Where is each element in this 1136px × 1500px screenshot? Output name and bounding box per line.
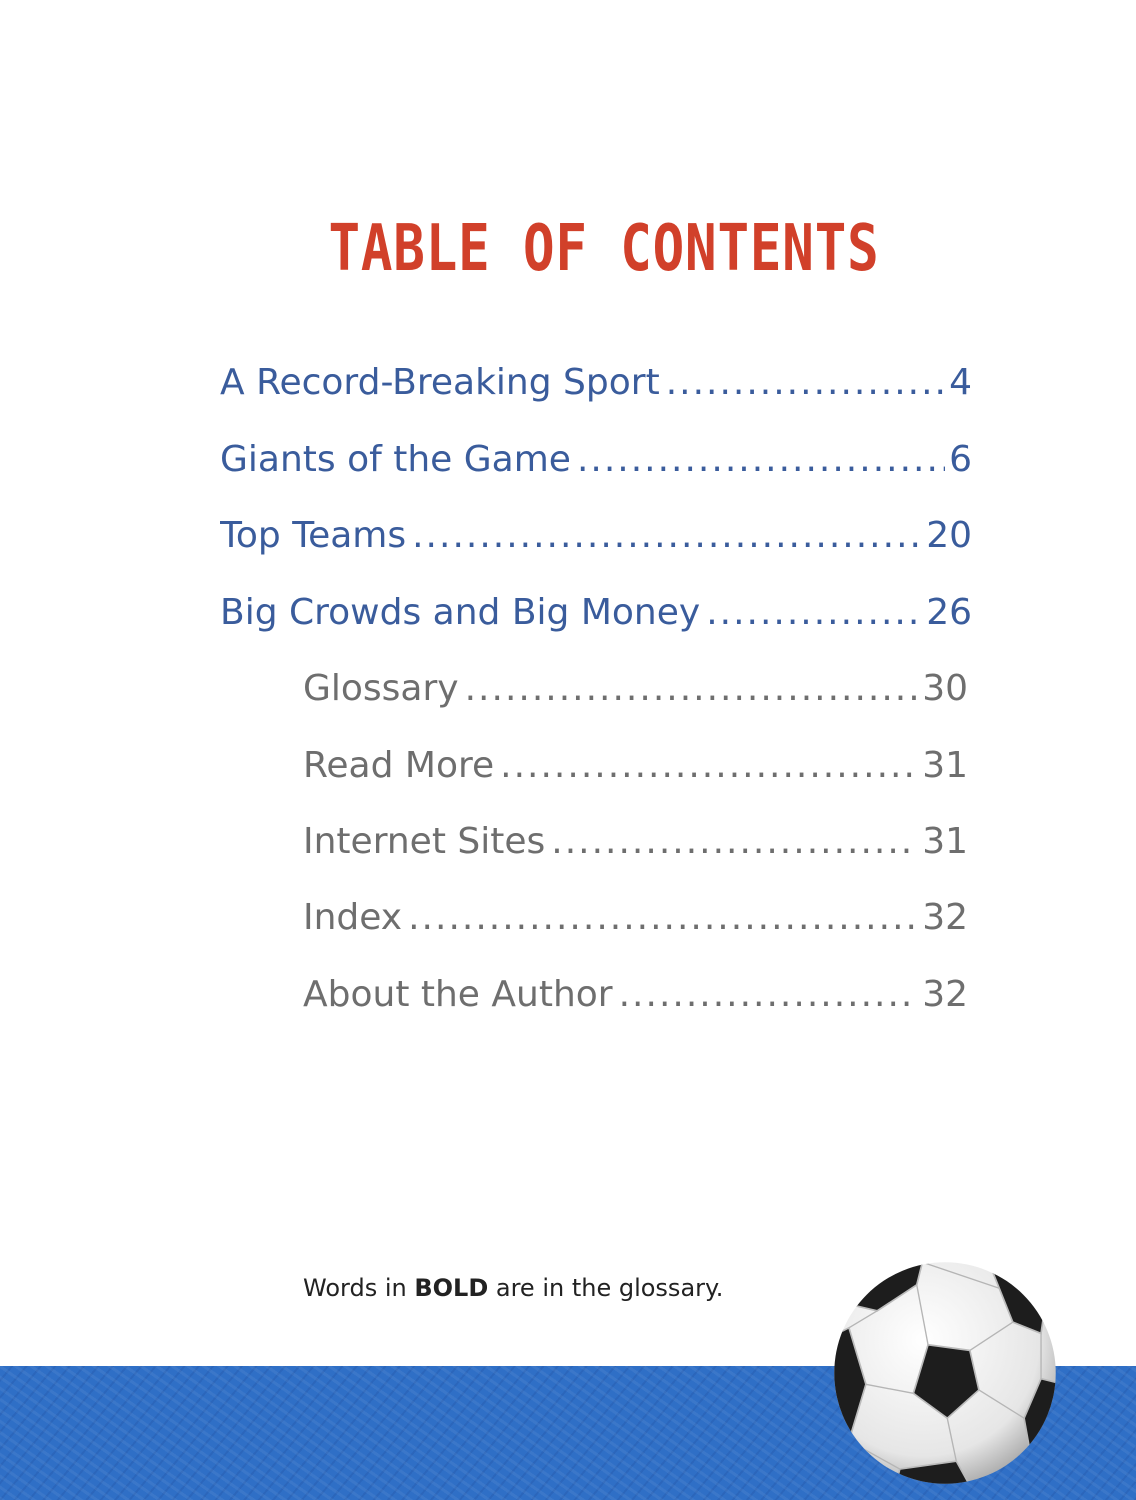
toc-entry[interactable]: About the Author 32 [303,974,968,1024]
entry-page: 30 [922,668,968,709]
entry-label: Giants of the Game [220,439,571,480]
entry-label: Top Teams [220,515,407,556]
dot-leader [408,897,918,938]
dot-leader [465,668,919,709]
entry-page: 26 [926,592,972,633]
toc-entry[interactable]: Big Crowds and Big Money 26 [220,592,972,642]
dot-leader [706,592,922,633]
toc-entry[interactable]: Internet Sites 31 [303,821,968,871]
soccer-ball-icon [834,1262,1056,1484]
entry-page: 31 [922,745,968,786]
entry-page: 20 [926,515,972,556]
dot-leader [577,439,945,480]
dot-leader [666,362,945,403]
toc-entry[interactable]: Read More 31 [303,745,968,795]
entry-label: Big Crowds and Big Money [220,592,701,633]
entry-label: Glossary [303,668,459,709]
entry-page: 4 [949,362,972,403]
toc-entry[interactable]: Index 32 [303,897,968,947]
toc-entry[interactable]: Top Teams 20 [220,515,972,565]
entry-label: About the Author [303,974,613,1015]
entry-label: Internet Sites [303,821,546,862]
toc-entry[interactable]: Giants of the Game 6 [220,439,972,489]
entry-page: 6 [949,439,972,480]
dot-leader [500,745,918,786]
note-text: Words in [303,1274,415,1302]
toc-entry[interactable]: A Record-Breaking Sport 4 [220,362,972,412]
entry-label: Index [303,897,403,938]
toc-entry[interactable]: Glossary 30 [303,668,968,718]
dot-leader [412,515,922,556]
glossary-note: Words in BOLD are in the glossary. [303,1274,723,1302]
entry-page: 32 [922,974,968,1015]
entry-page: 31 [922,821,968,862]
page-title: TABLE OF CONTENTS [328,212,880,286]
note-bold: BOLD [414,1274,489,1302]
entry-label: A Record-Breaking Sport [220,362,660,403]
entry-page: 32 [922,897,968,938]
note-text: are in the glossary. [488,1274,724,1302]
dot-leader [619,974,919,1015]
dot-leader [551,821,918,862]
entry-label: Read More [303,745,495,786]
